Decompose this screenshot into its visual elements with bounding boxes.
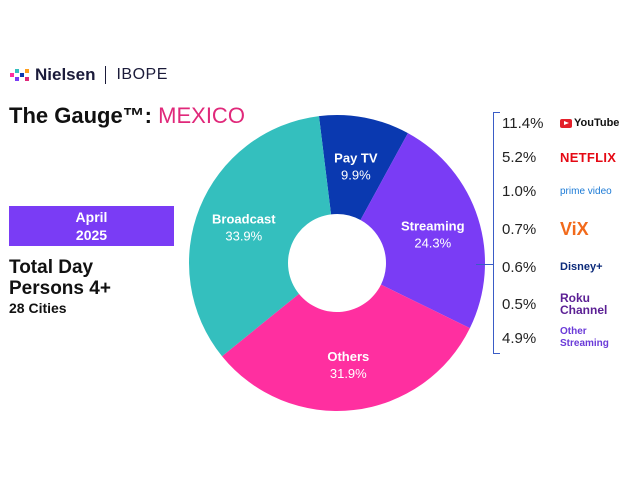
streaming-logo-youtube: YouTube xyxy=(560,117,619,129)
streaming-row-youtube: 11.4% YouTube xyxy=(502,110,632,136)
streaming-value-roku-channel: 0.5% xyxy=(502,295,537,313)
streaming-value-youtube: 11.4% xyxy=(502,114,544,132)
brand-divider xyxy=(105,66,107,84)
streaming-logo-prime-video: prime video xyxy=(560,185,612,197)
title-country: MEXICO xyxy=(158,103,245,128)
streaming-connector xyxy=(476,264,493,265)
slice-label-broadcast: Broadcast xyxy=(212,211,276,226)
slice-pay-tv xyxy=(318,115,408,220)
period-month: April xyxy=(75,209,108,225)
slice-value-pay-tv: 9.9% xyxy=(341,167,371,182)
streaming-value-other-streaming: 4.9% xyxy=(502,329,537,347)
streaming-row-prime-video: 1.0% prime video xyxy=(502,178,632,204)
slice-broadcast xyxy=(189,116,332,357)
metric-line-3: 28 Cities xyxy=(9,300,67,316)
youtube-play-icon xyxy=(560,118,572,128)
streaming-row-roku-channel: 0.5% Roku Channel xyxy=(502,291,632,317)
period-badge: April 2025 xyxy=(9,206,174,246)
slice-label-pay-tv: Pay TV xyxy=(334,150,378,165)
period-year: 2025 xyxy=(75,227,108,243)
streaming-logo-disney: Disney+ xyxy=(560,261,603,273)
title-text: The Gauge™: xyxy=(9,103,153,128)
page-title: The Gauge™: MEXICO xyxy=(9,103,245,129)
streaming-value-prime-video: 1.0% xyxy=(502,182,537,200)
streaming-logo-other-streaming: Other Streaming xyxy=(560,326,609,349)
metric-block: Total Day Persons 4+ 28 Cities xyxy=(9,257,111,317)
brand-header: Nielsen IBOPE xyxy=(10,64,168,86)
streaming-bracket xyxy=(493,112,501,354)
metric-line-1: Total Day xyxy=(9,257,94,278)
brand-partner: IBOPE xyxy=(116,66,168,83)
streaming-logo-vix: ViX xyxy=(560,218,589,239)
nielsen-logo-icon xyxy=(10,69,29,81)
streaming-logo-netflix: NETFLIX xyxy=(560,149,617,165)
streaming-row-vix: 0.7% ViX xyxy=(502,216,632,242)
streaming-value-vix: 0.7% xyxy=(502,220,537,238)
slice-value-broadcast: 33.9% xyxy=(225,228,262,243)
slice-value-streaming: 24.3% xyxy=(414,236,451,251)
streaming-row-netflix: 5.2% NETFLIX xyxy=(502,144,632,170)
slice-label-others: Others xyxy=(327,349,369,364)
slice-value-others: 31.9% xyxy=(330,366,367,381)
slice-label-streaming: Streaming xyxy=(401,219,465,234)
streaming-row-other-streaming: 4.9% Other Streaming xyxy=(502,325,632,351)
streaming-value-disney: 0.6% xyxy=(502,258,537,276)
brand-name: Nielsen xyxy=(35,65,96,84)
streaming-logo-roku-channel: Roku Channel xyxy=(560,291,608,317)
metric-line-2: Persons 4+ xyxy=(9,278,111,299)
slice-others xyxy=(222,284,470,411)
streaming-row-disney: 0.6% Disney+ xyxy=(502,254,632,280)
slice-streaming xyxy=(360,133,486,329)
streaming-value-netflix: 5.2% xyxy=(502,148,537,166)
